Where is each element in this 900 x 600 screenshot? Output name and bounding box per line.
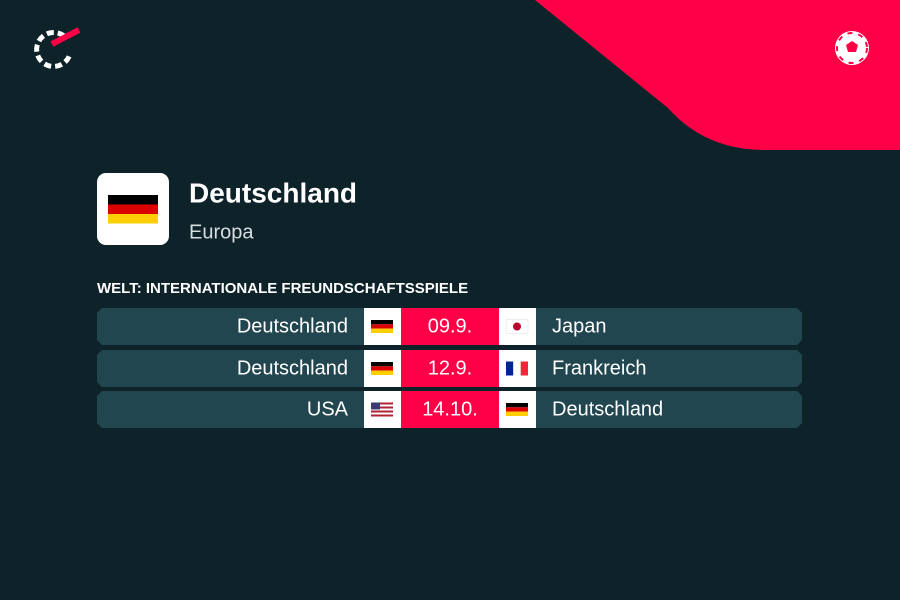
away-team: Japan xyxy=(552,315,607,337)
competition-label: WELT: INTERNATIONALE FREUNDSCHAFTSSPIELE xyxy=(97,280,468,297)
match-date: 12.9. xyxy=(428,357,472,379)
away-team: Deutschland xyxy=(552,398,663,420)
flag-france xyxy=(506,361,528,376)
team-title: Deutschland xyxy=(189,177,357,208)
flag-usa xyxy=(371,402,393,417)
match-date: 09.9. xyxy=(428,315,472,337)
flag-germany xyxy=(371,362,393,375)
match-date: 14.10. xyxy=(422,398,478,420)
flag-germany xyxy=(108,195,158,224)
away-team: Frankreich xyxy=(552,357,646,379)
flag-germany xyxy=(506,403,528,416)
team-subtitle: Europa xyxy=(189,221,254,243)
match-row: Deutschland 12.9. Frankreich xyxy=(97,350,802,387)
flag-japan xyxy=(505,319,529,334)
match-row: Deutschland 09.9. Japan xyxy=(97,308,802,345)
logo xyxy=(34,27,81,69)
match-row: USA 14.10. Deutschland xyxy=(97,391,802,428)
home-team: USA xyxy=(307,398,349,420)
ball-icon xyxy=(835,31,869,65)
home-team: Deutschland xyxy=(237,315,348,337)
accent-shape xyxy=(535,0,900,150)
flag-germany xyxy=(371,320,393,333)
home-team: Deutschland xyxy=(237,357,348,379)
